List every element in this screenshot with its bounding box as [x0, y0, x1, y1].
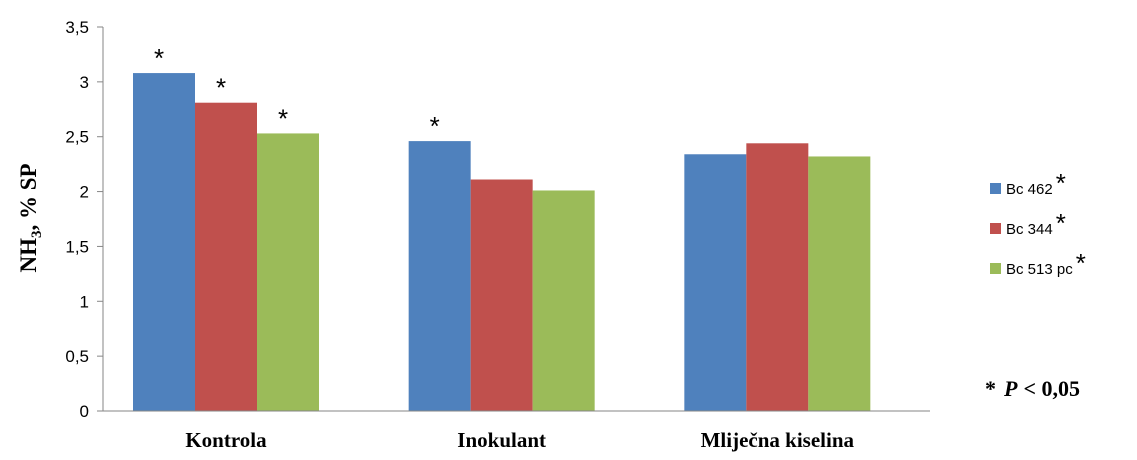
legend-label: Bc 344 — [1006, 221, 1053, 238]
y-tick-label: 2,5 — [65, 128, 89, 147]
legend-significance-star: * — [1056, 208, 1066, 238]
y-tick-label: 0,5 — [65, 347, 89, 366]
bar-bc-344-2 — [470, 179, 533, 411]
legend-significance-star: * — [1076, 248, 1086, 278]
bar-bc-462-2 — [408, 141, 471, 412]
bar-bc-462-1 — [133, 73, 195, 411]
bars — [133, 73, 871, 412]
bar-bc-513-pc-3 — [808, 156, 871, 411]
legend-label: Bc 462 — [1006, 181, 1053, 198]
x-axis-categories: Kontrola Inokulant Mliječna kiselina — [185, 428, 854, 452]
bar-bc-462-3 — [684, 154, 747, 412]
bar-bc-513-pc-2 — [532, 190, 595, 411]
significance-markers: * * * * — [154, 43, 440, 141]
significance-note: * P < 0,05 — [985, 376, 1080, 401]
significance-star: * — [154, 43, 164, 73]
y-tick-label: 3,5 — [65, 18, 89, 37]
legend-significance-star: * — [1056, 168, 1066, 198]
significance-star: * — [278, 103, 288, 133]
bar-bc-513-pc-1 — [257, 133, 319, 411]
x-category-label: Mliječna kiselina — [701, 428, 855, 452]
y-tick-label: 1 — [80, 292, 89, 311]
legend-swatch — [990, 223, 1001, 234]
x-category-label: Inokulant — [457, 428, 546, 452]
significance-star: * — [430, 111, 440, 141]
y-tick-label: 0 — [80, 402, 89, 421]
legend-label: Bc 513 pc — [1006, 261, 1073, 278]
y-axis-label: NH3, % SP — [16, 163, 45, 272]
bar-bc-344-1 — [195, 102, 257, 412]
legend: Bc 462 *Bc 344 *Bc 513 pc * — [990, 168, 1086, 278]
y-tick-label: 3 — [80, 73, 89, 92]
legend-swatch — [990, 263, 1001, 274]
y-tick-label: 1,5 — [65, 237, 89, 256]
y-tick-label: 2 — [80, 183, 89, 202]
x-category-label: Kontrola — [185, 428, 267, 452]
legend-swatch — [990, 183, 1001, 194]
significance-star: * — [216, 73, 226, 103]
y-axis-ticks: 0 0,5 1 1,5 2 2,5 3 3,5 — [65, 18, 103, 421]
bar-bc-344-3 — [746, 143, 809, 411]
